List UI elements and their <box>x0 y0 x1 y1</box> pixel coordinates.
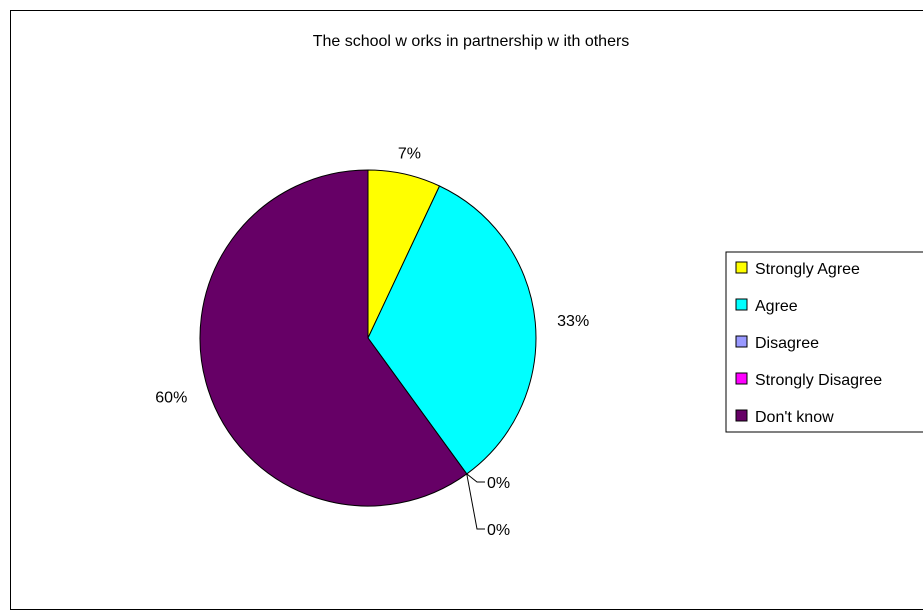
legend-label-disagree: Disagree <box>755 335 819 352</box>
data-label-don-t-know: 60% <box>155 390 187 407</box>
legend-label-don-t-know: Don't know <box>755 409 834 426</box>
legend-label-strongly-disagree: Strongly Disagree <box>755 372 882 389</box>
leader-lines <box>466 473 485 530</box>
legend: Strongly Agree Agree Disagree Strongly Disa… <box>725 251 923 433</box>
slice-don-t-know <box>199 169 468 507</box>
data-label-disagree: 0% <box>487 475 510 492</box>
leader-line-strongly-disagree <box>466 473 485 530</box>
legend-swatch-strongly-disagree <box>735 372 748 385</box>
legend-label-strongly-agree: Strongly Agree <box>755 261 860 278</box>
data-label-agree: 33% <box>557 313 589 330</box>
data-label-strongly-disagree: 0% <box>487 522 510 539</box>
legend-swatch-agree <box>735 298 748 311</box>
legend-swatch-strongly-agree <box>735 261 748 274</box>
data-label-strongly-agree: 7% <box>398 146 421 163</box>
pie-slices <box>199 169 537 507</box>
legend-box <box>725 251 923 433</box>
legend-swatch-don-t-know <box>735 409 748 422</box>
data-labels: 7% 33% 0% 0% 60% <box>155 146 589 539</box>
legend-label-agree: Agree <box>755 298 798 315</box>
legend-swatch-disagree <box>735 335 748 348</box>
slice-agree <box>367 185 537 475</box>
leader-line-disagree <box>466 473 485 483</box>
chart-title: The school w orks in partnership w ith o… <box>313 33 630 50</box>
